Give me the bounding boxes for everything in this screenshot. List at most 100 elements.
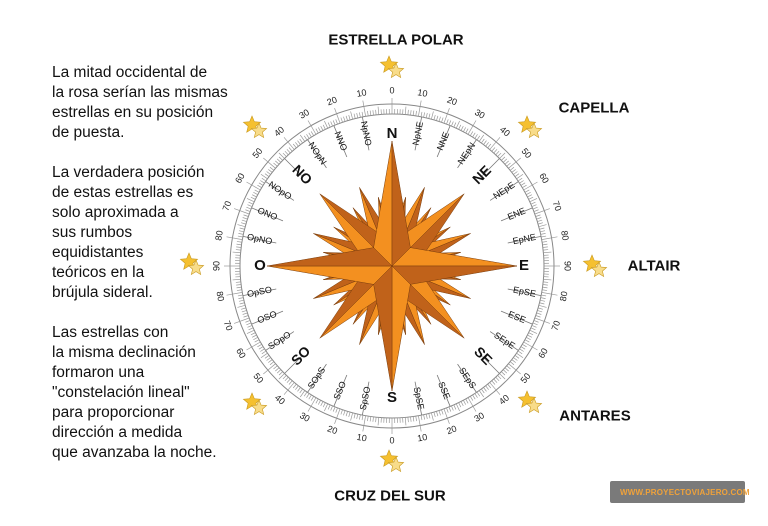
degree-tick bbox=[359, 414, 361, 420]
degree-tick bbox=[433, 114, 436, 120]
degree-tick bbox=[534, 317, 550, 324]
degree-tick bbox=[234, 208, 250, 215]
degree-tick bbox=[436, 411, 439, 417]
star-icon-altair bbox=[582, 254, 608, 278]
degree-tick bbox=[245, 320, 251, 323]
label-altair: ALTAIR bbox=[627, 257, 681, 275]
degree-tick bbox=[330, 405, 333, 411]
degree-tick bbox=[306, 134, 310, 139]
degree-tick bbox=[361, 111, 364, 117]
degree-tick bbox=[278, 373, 285, 380]
degree-tick bbox=[542, 286, 548, 289]
degree-tick bbox=[299, 134, 306, 142]
degree-tick bbox=[260, 180, 265, 184]
degree-tick bbox=[516, 173, 524, 180]
degree-label: 40 bbox=[272, 124, 286, 138]
degree-tick bbox=[476, 391, 481, 397]
rhumb-line bbox=[333, 125, 348, 158]
degree-tick bbox=[538, 222, 544, 225]
degree-tick bbox=[481, 138, 485, 144]
rose-spike-cardinal bbox=[266, 265, 393, 285]
star-icon-altair bbox=[179, 252, 205, 276]
degree-tick bbox=[433, 412, 436, 418]
degree-tick bbox=[372, 110, 374, 116]
degree-tick bbox=[514, 173, 520, 177]
degree-tick bbox=[251, 334, 257, 338]
degree-tick bbox=[483, 140, 487, 145]
degree-tick bbox=[317, 400, 321, 405]
star-icon bbox=[525, 122, 543, 139]
degree-tick bbox=[250, 196, 256, 200]
degree-label: 70 bbox=[222, 319, 235, 332]
star-icon-antares bbox=[517, 390, 543, 414]
rhumb-line bbox=[436, 125, 451, 158]
degree-tick bbox=[299, 390, 306, 398]
degree-tick bbox=[485, 385, 489, 390]
degree-tick bbox=[523, 341, 538, 351]
degree-tick bbox=[246, 341, 261, 351]
degree-tick bbox=[236, 286, 242, 289]
degree-label: 80 bbox=[558, 290, 570, 302]
degree-tick bbox=[420, 415, 423, 421]
degree-tick bbox=[506, 365, 511, 370]
degree-label: 60 bbox=[233, 171, 247, 185]
degree-tick bbox=[423, 414, 425, 420]
degree-tick bbox=[236, 246, 242, 248]
degree-tick bbox=[425, 414, 428, 420]
degree-tick bbox=[446, 119, 449, 125]
label-estrella-polar: ESTRELLA POLAR bbox=[328, 31, 464, 49]
degree-tick bbox=[495, 150, 500, 156]
degree-label: 50 bbox=[251, 371, 265, 385]
degree-tick bbox=[532, 322, 538, 326]
degree-tick bbox=[226, 236, 243, 240]
degree-tick bbox=[431, 111, 434, 120]
degree-tick bbox=[472, 132, 476, 138]
degree-tick bbox=[420, 111, 423, 117]
compass-point-oso: OSO bbox=[256, 309, 278, 326]
rhumb-line bbox=[251, 310, 284, 325]
rhumb-line bbox=[482, 158, 500, 176]
star-icon bbox=[250, 122, 268, 139]
degree-tick bbox=[239, 227, 245, 230]
degree-tick bbox=[431, 412, 434, 421]
compass-point-sepe: SEpE bbox=[492, 330, 517, 351]
degree-tick bbox=[441, 409, 444, 415]
degree-tick bbox=[520, 182, 526, 186]
logo[interactable]: WWW.PROYECTOVIAJERO.COM bbox=[610, 481, 750, 503]
degree-tick bbox=[343, 410, 346, 416]
degree-tick bbox=[260, 352, 268, 359]
degree-tick bbox=[443, 408, 450, 424]
degree-label: 30 bbox=[297, 107, 311, 121]
degree-tick bbox=[343, 116, 346, 122]
degree-tick bbox=[542, 246, 548, 248]
degree-tick bbox=[485, 142, 489, 147]
degree-tick bbox=[334, 408, 341, 424]
compass-point-sso: SSO bbox=[332, 380, 349, 401]
degree-tick bbox=[266, 171, 271, 175]
degree-tick bbox=[292, 143, 297, 149]
degree-tick bbox=[303, 135, 308, 141]
degree-label: 20 bbox=[326, 423, 339, 436]
degree-tick bbox=[538, 224, 547, 227]
label-cruz-del-sur: CRUZ DEL SUR bbox=[334, 487, 446, 505]
degree-tick bbox=[246, 329, 255, 334]
degree-tick bbox=[495, 376, 500, 382]
degree-tick bbox=[453, 404, 457, 410]
degree-tick bbox=[236, 289, 242, 291]
degree-tick bbox=[299, 138, 303, 144]
degree-tick bbox=[467, 120, 477, 135]
star-icon bbox=[387, 62, 405, 79]
degree-tick bbox=[253, 337, 258, 341]
degree-tick bbox=[299, 388, 303, 394]
degree-tick bbox=[541, 292, 558, 296]
degree-tick bbox=[276, 369, 282, 374]
degree-tick bbox=[375, 109, 377, 115]
degree-tick bbox=[292, 383, 297, 389]
degree-tick bbox=[250, 332, 256, 336]
degree-tick bbox=[520, 346, 526, 350]
degree-tick bbox=[238, 230, 244, 233]
star-icon-antares bbox=[242, 392, 268, 416]
degree-tick bbox=[423, 112, 425, 118]
degree-tick bbox=[288, 380, 293, 385]
